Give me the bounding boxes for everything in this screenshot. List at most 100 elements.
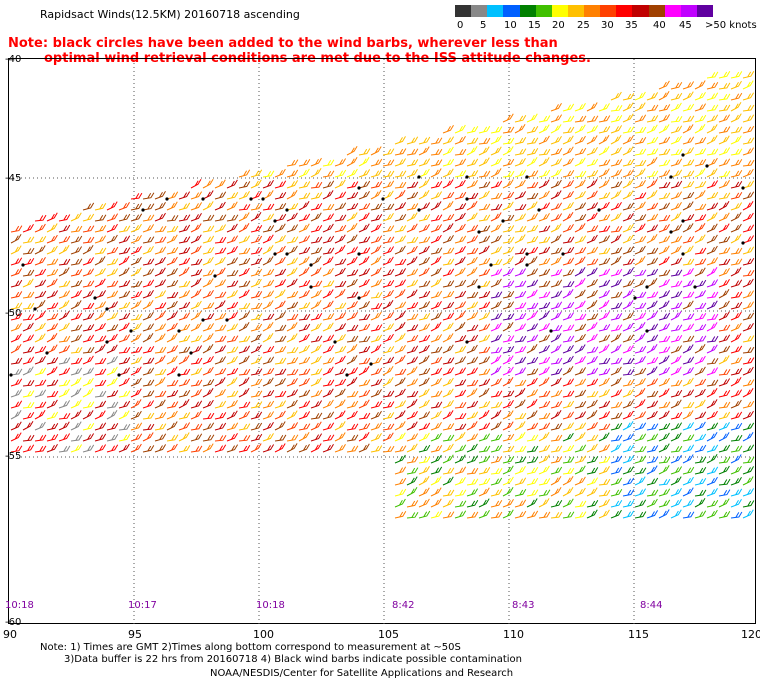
time-label: 8:43 [512,600,535,611]
wind-barb [94,311,106,321]
wind-barb [730,356,743,365]
wind-barb [226,377,238,387]
wind-barb [142,279,155,288]
wind-barb [106,246,119,255]
wind-barb [250,323,263,332]
wind-barb [694,290,707,299]
wind-barb [490,377,502,387]
wind-barb [82,268,95,277]
wind-barb [694,114,707,123]
wind-barb [250,268,263,277]
wind-barb [586,179,598,189]
wind-barb [694,267,706,277]
wind-barb [466,247,479,255]
wind-barb [250,179,262,189]
wind-barb [130,356,143,365]
wind-barb [106,324,119,332]
wind-barb [406,236,419,244]
wind-barb [478,422,491,431]
wind-barb [490,203,503,211]
wind-barb [34,356,46,365]
wind-barb [502,456,515,464]
wind-barb [730,267,742,277]
wind-barb [334,179,346,189]
wind-barb [406,334,419,343]
legend-swatch [567,5,584,17]
wind-barb [586,509,598,519]
wind-barb [706,148,719,156]
wind-barb [466,145,478,156]
wind-barb [514,477,527,486]
wind-barb [70,367,83,376]
wind-barb [718,324,731,332]
wind-barb [358,247,371,255]
wind-barb [706,388,718,398]
wind-barb [250,378,263,387]
wind-barb [106,234,118,244]
wind-barb [574,202,587,211]
wind-barb [58,310,70,321]
wind-barb [610,401,623,409]
wind-barb [646,410,658,420]
wind-barb [82,236,95,244]
wind-barb [454,510,467,519]
wind-barb [562,280,575,288]
wind-barb [382,423,395,431]
wind-barb [178,445,191,453]
wind-barb [154,246,167,255]
wind-barb [490,192,503,200]
wind-barb [538,124,550,134]
wind-barb [550,475,562,486]
wind-barb [502,137,515,145]
wind-barb [382,180,395,189]
wind-barb [610,115,623,123]
wind-barb [622,322,634,332]
wind-barb [454,135,466,145]
wind-barb [214,324,227,332]
wind-barb [550,190,562,200]
contamination-circle [309,263,313,267]
wind-barb [418,236,431,244]
wind-barb [706,212,718,222]
wind-barb [538,489,551,497]
wind-barb [334,345,347,354]
wind-barb [598,411,611,420]
wind-barb [166,345,179,354]
wind-barb [118,201,130,211]
wind-barb [538,444,551,453]
wind-barb [550,234,562,244]
wind-barb [478,280,491,288]
wind-barb [118,367,131,376]
wind-barb [538,366,550,376]
wind-barb [646,202,659,211]
wind-barb [634,399,646,409]
wind-barb [82,324,95,332]
wind-barb [454,444,467,453]
wind-barb [154,346,167,354]
wind-barb [298,267,310,277]
wind-barb [478,257,491,266]
wind-barb [622,179,634,189]
wind-barb [502,256,514,266]
wind-barb [646,343,658,354]
wind-barb [730,126,743,134]
wind-barb [538,115,551,123]
wind-barb [610,134,622,145]
wind-barb [34,268,47,277]
wind-barb [526,389,539,398]
wind-barb [466,126,479,134]
footer-note-2: 3)Data buffer is 22 hrs from 20160718 4)… [64,654,522,665]
wind-barb [490,455,503,464]
wind-barb [682,410,694,420]
wind-barb [214,267,226,277]
wind-barb [658,214,671,222]
wind-barb [430,422,442,431]
wind-barb [694,247,707,255]
wind-barb [574,256,586,266]
wind-barb [490,334,503,343]
wind-barb [706,71,719,79]
wind-barb [682,268,694,277]
wind-barb [742,137,755,145]
wind-barb [358,212,370,222]
wind-barb [646,190,658,200]
